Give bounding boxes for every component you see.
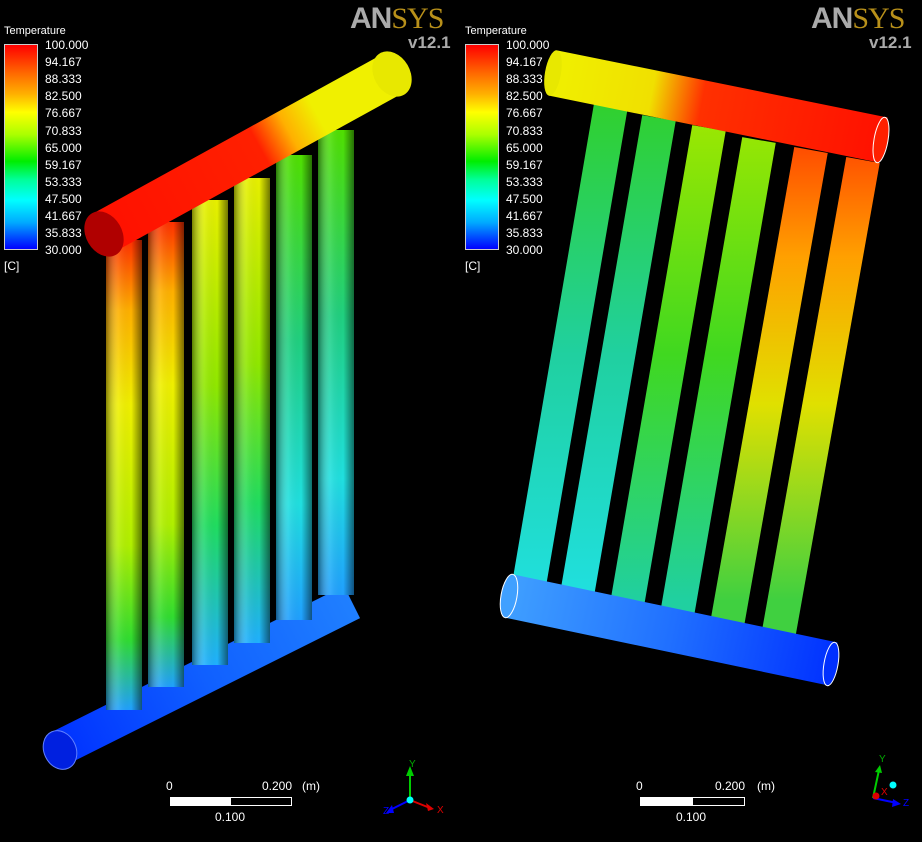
legend-unit: [C] bbox=[465, 259, 481, 273]
legend-tick-label: 82.500 bbox=[506, 89, 543, 104]
scale-bar-graphic bbox=[640, 797, 745, 806]
legend-title: Temperature bbox=[4, 25, 66, 37]
ansys-logo: ANSYS bbox=[350, 2, 444, 35]
legend-tick-label: 70.833 bbox=[506, 123, 543, 138]
scale-start: 0 bbox=[636, 779, 643, 793]
legend-tick-label: 76.667 bbox=[45, 106, 82, 121]
version-label: v12.1 bbox=[869, 33, 912, 52]
legend-tick-label: 47.500 bbox=[45, 191, 82, 206]
legend-tick-label: 53.333 bbox=[45, 174, 82, 189]
ansys-logo: ANSYS bbox=[811, 2, 905, 35]
legend-tick-label: 65.000 bbox=[45, 140, 82, 155]
color-bar bbox=[465, 44, 499, 250]
viewport-right[interactable]: Temperature 100.000 94.167 88.333 82.500 76.… bbox=[461, 0, 922, 842]
legend-tick-label: 35.833 bbox=[45, 226, 82, 241]
radiator-model-front[interactable] bbox=[0, 0, 461, 842]
legend-tick-label: 41.667 bbox=[45, 209, 82, 223]
scale-end: 0.200 bbox=[262, 779, 293, 793]
legend-tick-label: 53.333 bbox=[506, 174, 543, 189]
legend-title: Temperature bbox=[465, 25, 527, 37]
scale-mid: 0.100 bbox=[215, 810, 246, 824]
legend-tick-label: 41.667 bbox=[506, 209, 543, 223]
legend-tick-label: 100.000 bbox=[45, 38, 89, 52]
legend-tick-label: 47.500 bbox=[506, 191, 543, 206]
color-bar bbox=[4, 44, 38, 250]
legend-tick-label: 65.000 bbox=[506, 140, 543, 155]
legend-tick-label: 100.000 bbox=[506, 38, 550, 52]
scale-bar-graphic bbox=[170, 797, 292, 806]
legend-tick-label: 88.333 bbox=[45, 72, 82, 87]
scale-start: 0 bbox=[166, 779, 173, 793]
top-header-pipe bbox=[84, 51, 412, 257]
legend-tick-label: 30.000 bbox=[506, 243, 543, 258]
bottom-header-pipe bbox=[499, 573, 840, 687]
vertical-tubes bbox=[512, 102, 880, 635]
scale-end: 0.200 bbox=[715, 779, 746, 793]
legend-unit: [C] bbox=[4, 259, 20, 273]
top-header-pipe bbox=[544, 50, 890, 164]
legend-tick-label: 59.167 bbox=[45, 157, 82, 172]
viewport-left[interactable]: Temperature 100.000 94.167 88.333 82.500 76.… bbox=[0, 0, 461, 842]
vertical-tubes bbox=[106, 130, 354, 710]
scale-unit: (m) bbox=[757, 779, 775, 793]
legend-tick-label: 70.833 bbox=[45, 123, 82, 138]
legend-tick-label: 30.000 bbox=[45, 243, 82, 258]
version-label: v12.1 bbox=[408, 33, 451, 52]
legend-tick-label: 94.167 bbox=[506, 55, 543, 70]
legend-tick-label: 82.500 bbox=[45, 89, 82, 104]
legend-tick-label: 59.167 bbox=[506, 157, 543, 172]
scale-unit: (m) bbox=[302, 779, 320, 793]
bottom-header-pipe bbox=[42, 585, 361, 770]
legend-tick-label: 35.833 bbox=[506, 226, 543, 241]
legend-tick-label: 76.667 bbox=[506, 106, 543, 121]
legend-tick-label: 88.333 bbox=[506, 72, 543, 87]
scale-mid: 0.100 bbox=[676, 810, 707, 824]
radiator-model-rotated bbox=[499, 50, 890, 687]
legend-tick-label: 94.167 bbox=[45, 55, 82, 70]
